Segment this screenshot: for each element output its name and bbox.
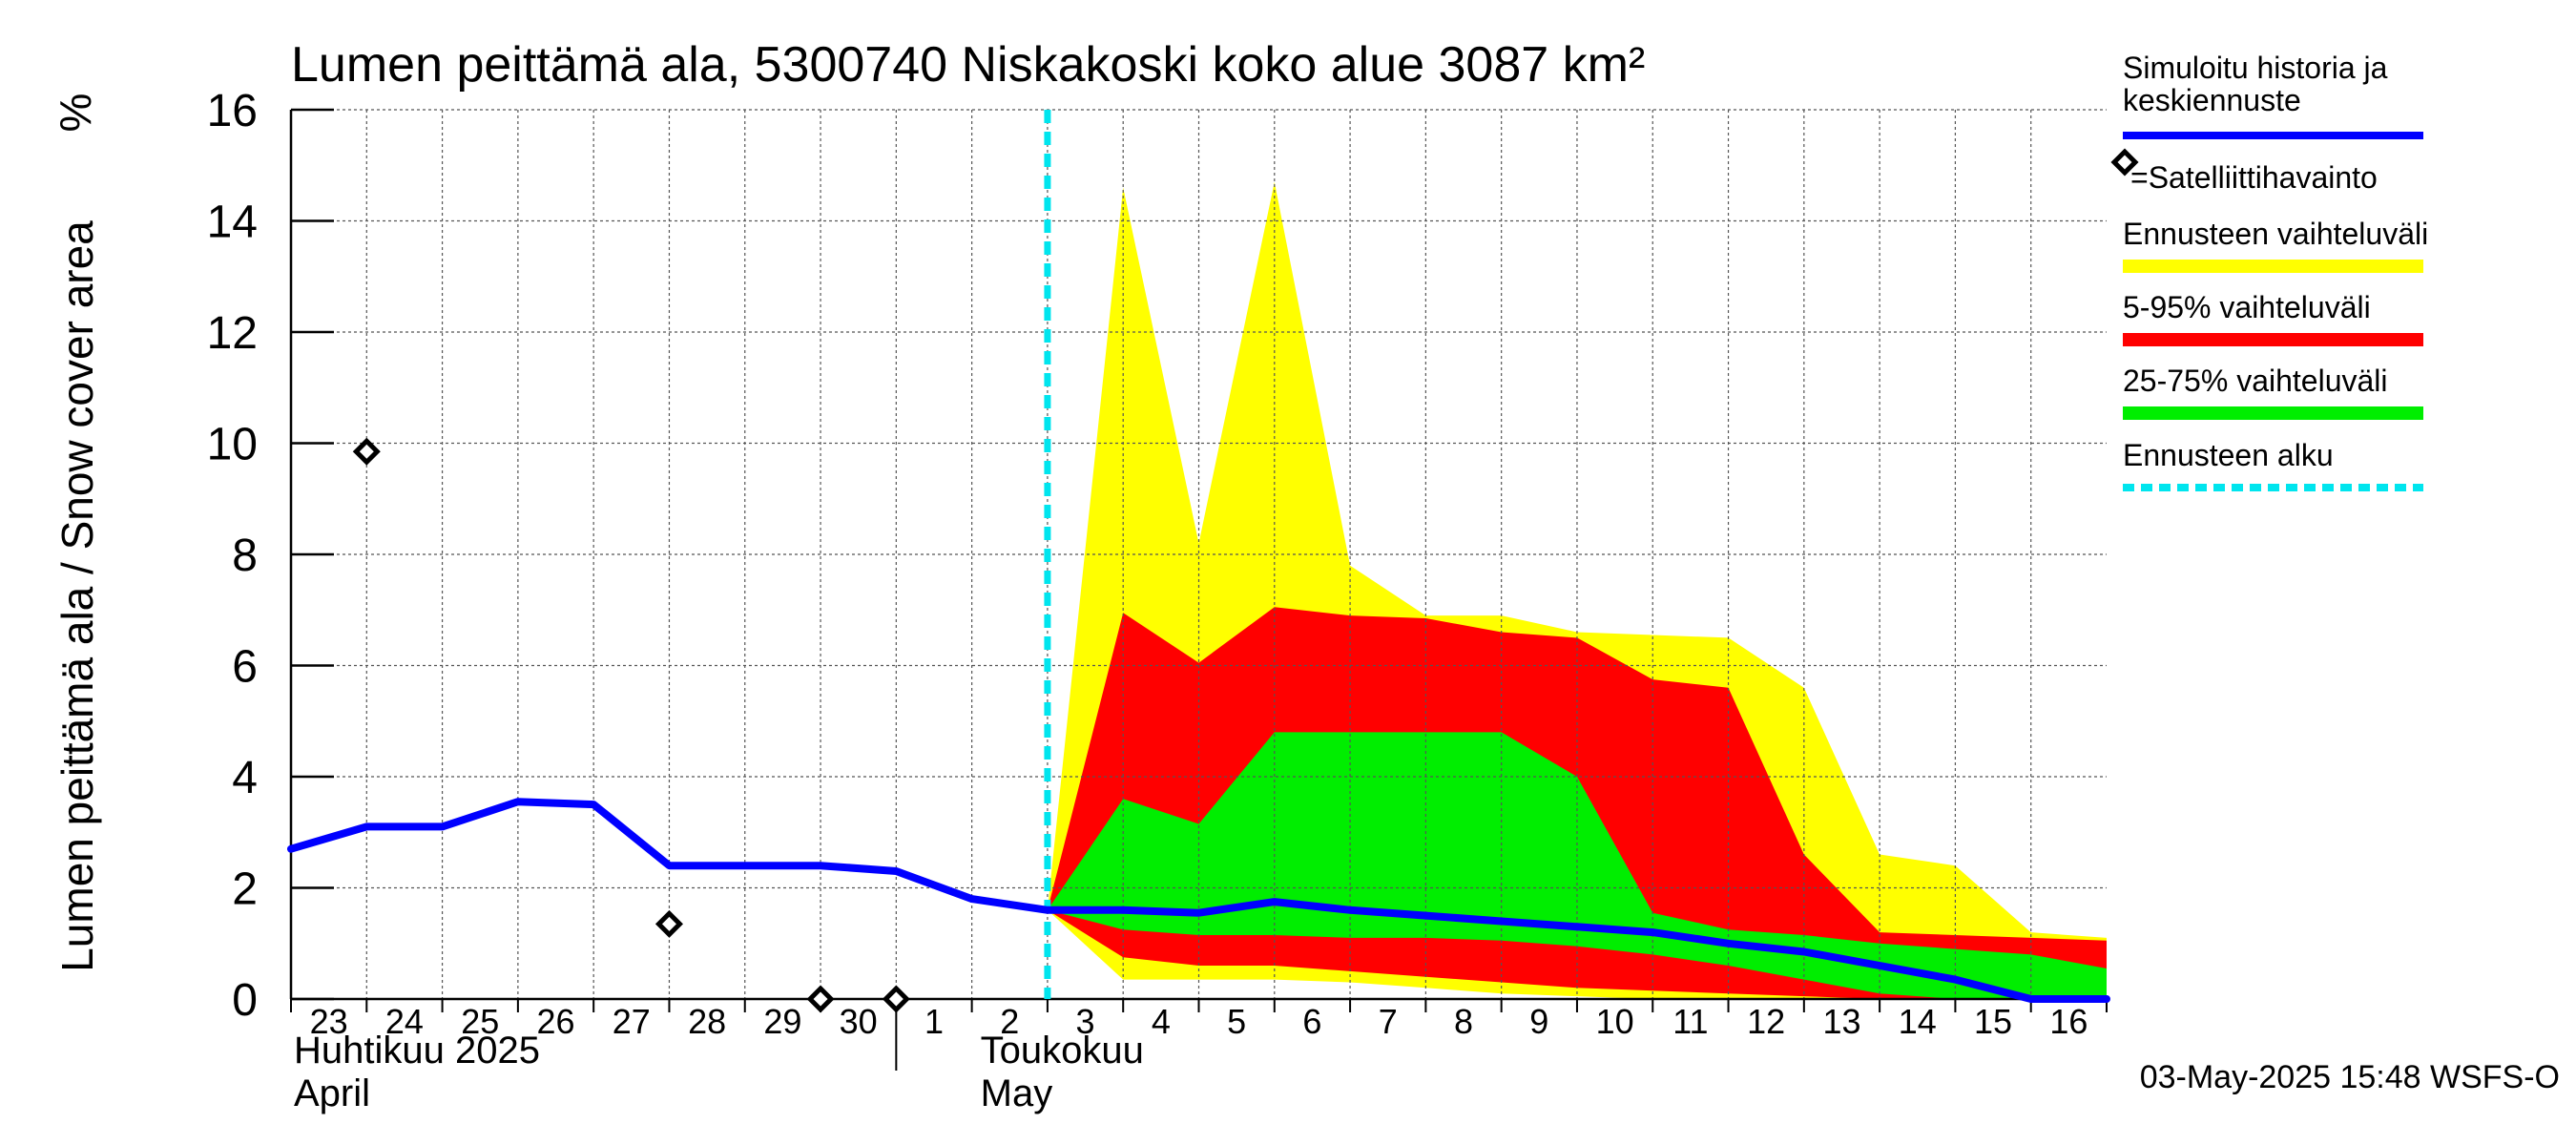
month-label-fi: Toukokuu (981, 1030, 1144, 1072)
y-tick-label: 6 (232, 642, 258, 693)
median-forecast-line (287, 798, 2110, 1003)
chart-title: Lumen peittämä ala, 5300740 Niskakoski k… (291, 37, 1645, 93)
x-tick-label: 9 (1529, 1002, 1548, 1041)
x-tick-label: 12 (1747, 1002, 1785, 1041)
legend-label: Simuloitu historia ja (2123, 51, 2388, 85)
x-tick-label: 7 (1379, 1002, 1398, 1041)
satellite-observation-marker (654, 909, 683, 938)
x-tick-label: 11 (1672, 1002, 1708, 1041)
x-tick-label: 25 (461, 1002, 499, 1041)
legend-label: keskiennuste (2123, 83, 2301, 117)
x-tick-label: 15 (1974, 1002, 2012, 1041)
x-tick-label: 2 (1000, 1002, 1019, 1041)
footer-timestamp: 03-May-2025 15:48 WSFS-O (2140, 1059, 2560, 1095)
y-tick-label: 0 (232, 975, 258, 1026)
legend-label: Ennusteen alku (2123, 438, 2334, 472)
y-tick-label: 4 (232, 753, 258, 803)
y-tick-label: 8 (232, 531, 258, 581)
x-tick-label: 24 (385, 1002, 424, 1041)
legend-label: 5-95% vaihteluväli (2123, 290, 2371, 324)
x-tick-label: 30 (840, 1002, 878, 1041)
y-axis-label: Lumen peittämä ala / Snow cover area (52, 220, 102, 972)
x-tick-label: 8 (1454, 1002, 1473, 1041)
satellite-observation-marker (882, 985, 910, 1013)
y-tick-label: 16 (207, 86, 258, 136)
x-tick-label: 29 (763, 1002, 801, 1041)
x-tick-label: 1 (924, 1002, 944, 1041)
month-label-en: May (981, 1072, 1053, 1114)
x-tick-label: 28 (688, 1002, 726, 1041)
x-tick-label: 14 (1899, 1002, 1937, 1041)
y-tick-label: 12 (207, 308, 258, 359)
x-tick-label: 13 (1822, 1002, 1860, 1041)
x-tick-label: 23 (310, 1002, 348, 1041)
legend-label: =Satelliittihavainto (2130, 160, 2378, 195)
month-label-en: April (294, 1072, 370, 1114)
x-tick-label: 3 (1076, 1002, 1095, 1041)
y-tick-label: 2 (232, 864, 258, 915)
y-tick-label: 14 (207, 198, 258, 248)
legend-label: 25-75% vaihteluväli (2123, 364, 2388, 398)
y-axis-unit: % (51, 94, 100, 133)
y-tick-label: 10 (207, 420, 258, 470)
x-tick-label: 16 (2049, 1002, 2088, 1041)
x-tick-label: 5 (1227, 1002, 1246, 1041)
legend-marker-diamond (2110, 148, 2139, 177)
legend-label: Ennusteen vaihteluväli (2123, 217, 2428, 251)
x-tick-label: 26 (536, 1002, 574, 1041)
x-tick-label: 27 (613, 1002, 651, 1041)
satellite-observation-marker (352, 437, 381, 466)
x-tick-label: 10 (1596, 1002, 1634, 1041)
x-tick-label: 4 (1152, 1002, 1171, 1041)
x-tick-label: 6 (1302, 1002, 1321, 1041)
month-label-fi: Huhtikuu 2025 (294, 1030, 540, 1072)
satellite-observation-marker (806, 985, 835, 1013)
